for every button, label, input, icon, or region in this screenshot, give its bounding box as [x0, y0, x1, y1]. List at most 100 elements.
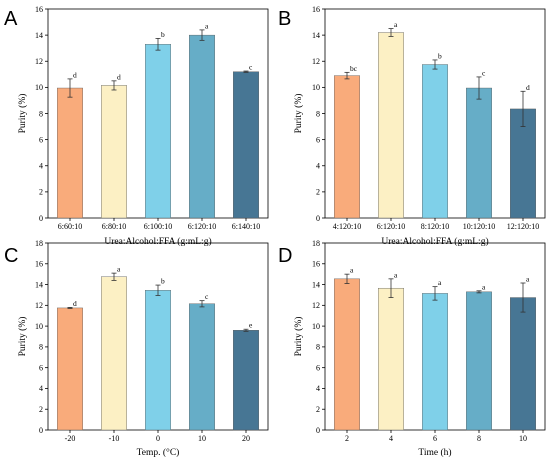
y-tick-label: 16	[35, 5, 43, 14]
bar	[510, 108, 536, 219]
chart-panel-d: D 0 2 4 6 8 10 12 14 16 18 Purity (%) a 2 a 4 a 6 a 8 a 10 Tim…	[278, 239, 546, 458]
x-tick-label: 6:120:10	[188, 222, 216, 231]
y-axis-title: Purity (%)	[17, 317, 28, 357]
y-axis-title: Purity (%)	[17, 94, 28, 134]
x-tick-label: 12:120:10	[507, 222, 539, 231]
bar	[233, 71, 259, 219]
bar	[466, 291, 492, 431]
y-tick-label: 16	[312, 5, 320, 14]
x-tick-label: 4	[389, 434, 393, 443]
y-tick-label: 8	[316, 109, 320, 118]
bar	[145, 44, 171, 219]
y-tick-label: 6	[316, 135, 320, 144]
bar	[334, 75, 360, 219]
significance-label: a	[394, 270, 398, 279]
bar	[378, 32, 404, 219]
significance-label: a	[482, 282, 486, 291]
bar	[57, 307, 83, 431]
y-tick-label: 12	[312, 301, 320, 310]
bar	[101, 85, 127, 219]
y-tick-label: 4	[316, 384, 320, 393]
significance-label: a	[205, 21, 209, 30]
y-tick-label: 0	[39, 426, 43, 435]
y-tick-label: 8	[316, 343, 320, 352]
y-tick-label: 18	[312, 239, 320, 248]
bar	[233, 330, 259, 431]
y-tick-label: 12	[35, 301, 43, 310]
x-tick-label: -20	[65, 434, 76, 443]
bar	[510, 297, 536, 431]
y-tick-label: 16	[35, 260, 43, 269]
significance-label: b	[438, 51, 442, 60]
y-axis-title: Purity (%)	[293, 317, 304, 357]
x-axis-title: Urea:Alcohol:FFA (g:mL:g)	[381, 236, 488, 247]
y-tick-label: 18	[35, 239, 43, 248]
x-tick-label: 6:80:10	[102, 222, 126, 231]
y-tick-label: 0	[316, 214, 320, 223]
x-tick-label: 10:120:10	[463, 222, 495, 231]
y-tick-label: 14	[312, 31, 320, 40]
x-tick-label: 6	[433, 434, 437, 443]
panel-letter: C	[4, 245, 18, 267]
panel-letter: A	[4, 8, 18, 30]
significance-label: b	[161, 277, 165, 286]
x-axis-title: Temp. (°C)	[137, 447, 180, 458]
x-tick-label: 0	[156, 434, 160, 443]
significance-label: d	[73, 299, 77, 308]
significance-label: b	[161, 30, 165, 39]
y-tick-label: 14	[35, 280, 43, 289]
y-tick-label: 4	[316, 162, 320, 171]
significance-label: d	[526, 83, 530, 92]
y-tick-label: 2	[316, 188, 320, 197]
significance-label: a	[117, 265, 121, 274]
y-axis-title: Purity (%)	[293, 94, 304, 134]
y-tick-label: 2	[316, 405, 320, 414]
x-tick-label: 8	[477, 434, 481, 443]
y-tick-label: 0	[316, 426, 320, 435]
significance-label: a	[350, 266, 354, 275]
y-tick-label: 4	[39, 162, 43, 171]
panel-letter: D	[278, 245, 292, 267]
y-tick-label: 6	[316, 363, 320, 372]
y-tick-label: 6	[39, 135, 43, 144]
significance-label: c	[249, 63, 253, 72]
x-tick-label: 4:120:10	[333, 222, 361, 231]
y-tick-label: 10	[312, 322, 320, 331]
y-tick-label: 0	[39, 214, 43, 223]
y-tick-label: 10	[312, 83, 320, 92]
y-tick-label: 12	[312, 57, 320, 66]
chart-panel-a: A 0 2 4 6 8 10 12 14 16 Purity (%) d 6:60:10 d 6:80:10…	[4, 5, 269, 247]
significance-label: c	[482, 68, 486, 77]
y-tick-label: 14	[312, 280, 320, 289]
bar	[378, 287, 404, 431]
bar	[189, 34, 215, 219]
bar	[422, 293, 448, 431]
x-tick-label: 8:120:10	[421, 222, 449, 231]
y-tick-label: 14	[35, 31, 43, 40]
y-tick-label: 10	[35, 83, 43, 92]
y-tick-label: 4	[39, 384, 43, 393]
significance-label: a	[526, 274, 530, 283]
x-tick-label: 6:120:10	[377, 222, 405, 231]
x-axis-title: Time (h)	[418, 447, 451, 458]
x-tick-label: 6:60:10	[58, 222, 82, 231]
significance-label: d	[73, 70, 77, 79]
y-tick-label: 8	[39, 109, 43, 118]
x-tick-label: 2	[345, 434, 349, 443]
y-tick-label: 6	[39, 363, 43, 372]
y-tick-label: 2	[39, 405, 43, 414]
bar	[334, 278, 360, 431]
y-tick-label: 10	[35, 322, 43, 331]
x-tick-label: 6:140:10	[232, 222, 260, 231]
x-tick-label: 6:100:10	[144, 222, 172, 231]
significance-label: d	[117, 72, 121, 81]
panel-letter: B	[278, 8, 291, 30]
y-tick-label: 16	[312, 260, 320, 269]
bar	[422, 64, 448, 219]
significance-label: a	[438, 278, 442, 287]
significance-label: bc	[350, 64, 358, 73]
y-tick-label: 12	[35, 57, 43, 66]
significance-label: c	[205, 292, 209, 301]
